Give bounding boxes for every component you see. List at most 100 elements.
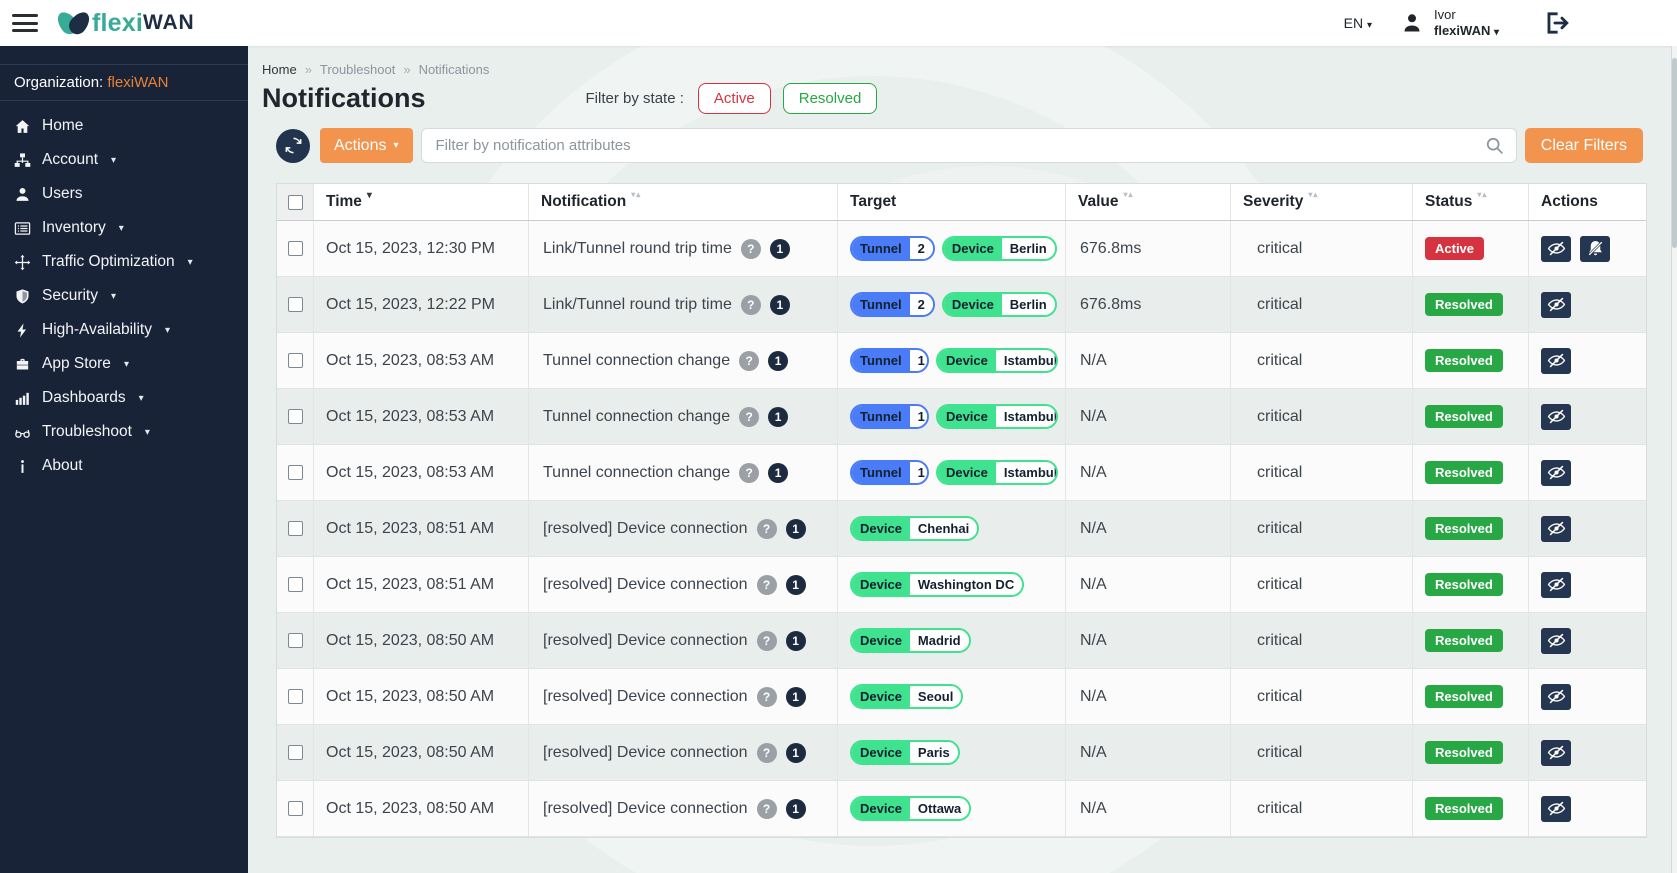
sidebar-item-about[interactable]: About	[0, 449, 248, 483]
column-header-status[interactable]: Status ▾▴	[1413, 184, 1529, 220]
target-badge-tunnel[interactable]: Tunnel 1	[850, 460, 929, 485]
breadcrumb-item-home[interactable]: Home	[262, 62, 297, 77]
help-icon[interactable]: ?	[756, 574, 777, 595]
notification-count-badge: 1	[768, 406, 789, 427]
help-icon[interactable]: ?	[756, 686, 777, 707]
status-cell: Resolved	[1413, 277, 1529, 332]
sidebar-item-app-store[interactable]: App Store ▾	[0, 347, 248, 381]
table-row: Oct 15, 2023, 08:51 AM [resolved] Device …	[277, 501, 1646, 557]
hide-notification-button[interactable]	[1541, 627, 1571, 654]
target-badge-device[interactable]: Device Chenhai	[850, 516, 980, 541]
column-header-value[interactable]: Value ▾▴	[1066, 184, 1231, 220]
user-menu[interactable]: Ivor flexiWAN ▾	[1400, 7, 1499, 40]
logout-button[interactable]	[1543, 10, 1569, 36]
notification-text: Tunnel connection change	[543, 463, 731, 481]
target-badge-tunnel[interactable]: Tunnel 2	[850, 292, 935, 317]
target-badge-tunnel[interactable]: Tunnel 2	[850, 236, 935, 261]
vertical-scrollbar[interactable]	[1671, 46, 1677, 873]
time-cell: Oct 15, 2023, 08:51 AM	[314, 501, 529, 556]
hide-notification-button[interactable]	[1541, 291, 1571, 318]
language-selector[interactable]: EN ▾	[1343, 15, 1372, 31]
refresh-button[interactable]	[276, 128, 310, 163]
sidebar-item-security[interactable]: Security ▾	[0, 279, 248, 313]
column-header-label: Severity	[1243, 193, 1304, 210]
help-icon[interactable]: ?	[739, 462, 760, 483]
actions-dropdown-button[interactable]: Actions ▾	[320, 128, 413, 163]
actions-cell	[1529, 445, 1648, 500]
mute-notification-button[interactable]	[1580, 235, 1610, 262]
row-checkbox[interactable]	[287, 465, 303, 480]
table-row: Oct 15, 2023, 08:53 AM Tunnel connection …	[277, 389, 1646, 445]
sidebar-item-home[interactable]: Home	[0, 109, 248, 143]
target-badge-tunnel[interactable]: Tunnel 1	[850, 348, 929, 373]
sidebar-item-traffic-optimization[interactable]: Traffic Optimization ▾	[0, 245, 248, 279]
select-all-checkbox[interactable]	[287, 194, 303, 210]
row-checkbox[interactable]	[287, 297, 303, 312]
hide-notification-button[interactable]	[1541, 403, 1571, 430]
row-checkbox[interactable]	[287, 521, 303, 536]
sidebar-item-account[interactable]: Account ▾	[0, 143, 248, 177]
column-header-notification[interactable]: Notification ▾▴	[529, 184, 838, 220]
chevron-down-icon: ▾	[144, 426, 150, 438]
row-checkbox[interactable]	[287, 409, 303, 424]
logo-text-flexi: flexi	[92, 8, 144, 37]
help-icon[interactable]: ?	[756, 518, 777, 539]
target-type-label: Tunnel	[852, 350, 910, 371]
sidebar-item-inventory[interactable]: Inventory ▾	[0, 211, 248, 245]
hide-notification-button[interactable]	[1541, 571, 1571, 598]
target-cell: Device Madrid	[838, 613, 1066, 668]
status-badge: Resolved	[1425, 349, 1503, 372]
help-icon[interactable]: ?	[756, 630, 777, 651]
target-badge-device[interactable]: Device Istambul	[935, 404, 1058, 429]
target-badge-device[interactable]: Device Istambul	[935, 460, 1058, 485]
target-badge-tunnel[interactable]: Tunnel 1	[850, 404, 929, 429]
notification-filter-input[interactable]	[420, 128, 1517, 163]
hamburger-menu-icon[interactable]	[12, 14, 38, 32]
sidebar-item-label: Security	[42, 287, 98, 304]
target-badge-device[interactable]: Device Berlin	[941, 292, 1057, 317]
column-header-time[interactable]: Time ▾	[314, 184, 529, 220]
column-header-severity[interactable]: Severity ▾▴	[1231, 184, 1413, 220]
target-value-label: 1	[909, 350, 927, 371]
hide-notification-button[interactable]	[1541, 683, 1571, 710]
row-checkbox[interactable]	[287, 241, 303, 256]
row-checkbox[interactable]	[287, 633, 303, 648]
state-filter-active[interactable]: Active	[697, 83, 771, 114]
row-checkbox[interactable]	[287, 577, 303, 592]
hide-notification-button[interactable]	[1541, 739, 1571, 766]
target-badge-device[interactable]: Device Madrid	[850, 628, 971, 653]
state-filter-resolved[interactable]: Resolved	[782, 83, 878, 114]
help-icon[interactable]: ?	[740, 238, 761, 259]
help-icon[interactable]: ?	[740, 294, 761, 315]
clear-filters-button[interactable]: Clear Filters	[1524, 128, 1643, 163]
target-badge-device[interactable]: Device Berlin	[941, 236, 1057, 261]
target-badge-device[interactable]: Device Istambul	[935, 348, 1058, 373]
help-icon[interactable]: ?	[756, 742, 777, 763]
target-badge-device[interactable]: Device Ottawa	[850, 796, 972, 821]
help-icon[interactable]: ?	[739, 350, 760, 371]
scrollbar-thumb[interactable]	[1672, 58, 1677, 248]
target-value-label: 2	[909, 294, 933, 315]
target-badge-device[interactable]: Device Washington DC	[850, 572, 1025, 597]
help-icon[interactable]: ?	[756, 798, 777, 819]
severity-cell: critical	[1231, 221, 1413, 276]
hide-notification-button[interactable]	[1541, 795, 1571, 822]
hide-notification-button[interactable]	[1541, 515, 1571, 542]
page-title: Notifications	[262, 83, 426, 113]
sidebar-item-high-availability[interactable]: High-Availability ▾	[0, 313, 248, 347]
row-checkbox[interactable]	[287, 745, 303, 760]
search-icon[interactable]	[1484, 135, 1505, 156]
hide-notification-button[interactable]	[1541, 459, 1571, 486]
help-icon[interactable]: ?	[739, 406, 760, 427]
hide-notification-button[interactable]	[1541, 347, 1571, 374]
sidebar-item-users[interactable]: Users	[0, 177, 248, 211]
target-badge-device[interactable]: Device Paris	[850, 740, 960, 765]
row-checkbox[interactable]	[287, 801, 303, 816]
row-checkbox[interactable]	[287, 689, 303, 704]
notification-cell: [resolved] Device connection? 1	[529, 669, 838, 724]
target-badge-device[interactable]: Device Seoul	[850, 684, 964, 709]
sidebar-item-dashboards[interactable]: Dashboards ▾	[0, 381, 248, 415]
hide-notification-button[interactable]	[1541, 235, 1571, 262]
sidebar-item-troubleshoot[interactable]: Troubleshoot ▾	[0, 415, 248, 449]
row-checkbox[interactable]	[287, 353, 303, 368]
